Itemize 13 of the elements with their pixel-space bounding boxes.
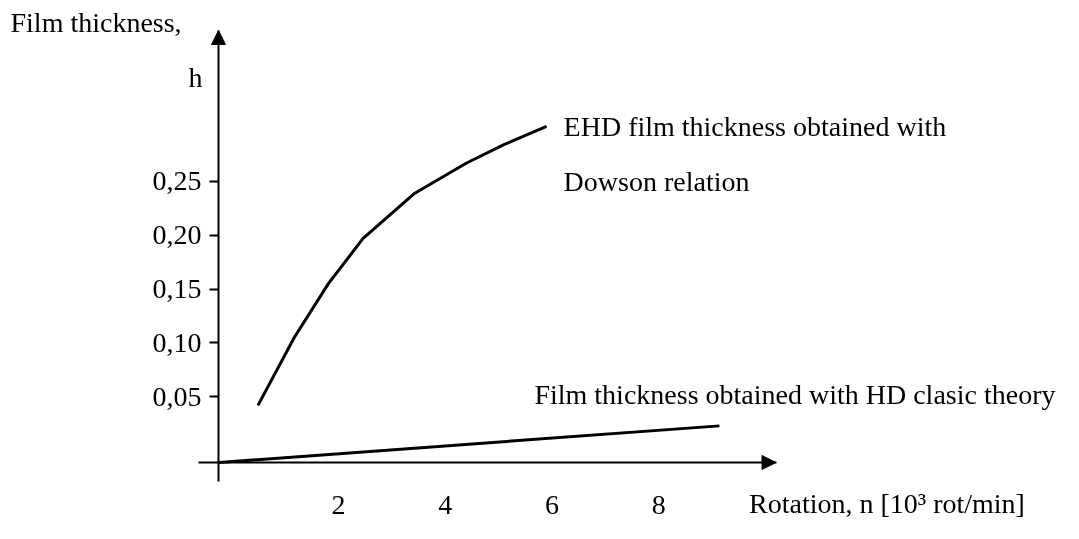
x-axis-title: Rotation, n [10³ rot/min] bbox=[749, 488, 1025, 519]
x-tick-label: 6 bbox=[544, 488, 559, 520]
x-tick-label: 4 bbox=[438, 488, 453, 520]
y-tick-label: 0,15 bbox=[152, 273, 202, 305]
series-label: Film thickness obtained with HD clasic theory bbox=[534, 379, 1056, 411]
series-label: EHD film thickness obtained with Dowson relation bbox=[563, 110, 947, 197]
y-axis-title: Film thickness, h bbox=[10, 7, 203, 93]
y-tick-label: 0,20 bbox=[152, 219, 202, 251]
x-tick-label: 8 bbox=[651, 488, 666, 520]
y-tick-label: 0,10 bbox=[152, 326, 202, 358]
y-tick-label: 0,25 bbox=[152, 165, 202, 197]
y-tick-label: 0,05 bbox=[152, 380, 202, 412]
x-tick-label: 2 bbox=[331, 488, 346, 520]
